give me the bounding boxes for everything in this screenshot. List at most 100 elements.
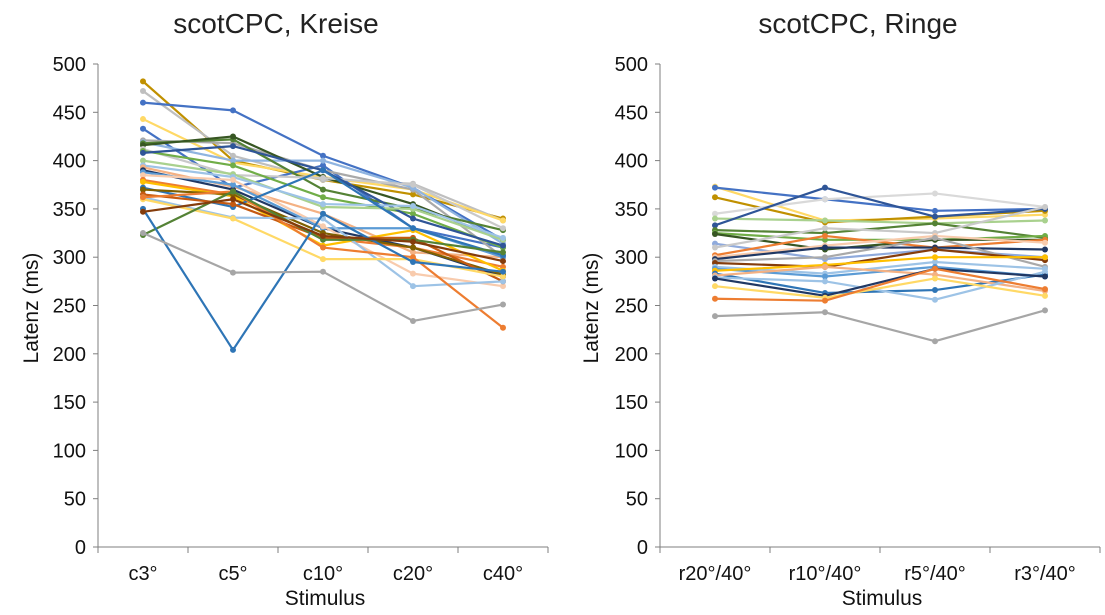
y-tick-label: 100: [615, 440, 648, 462]
y-tick-label: 350: [53, 199, 86, 221]
data-point: [932, 287, 938, 294]
y-tick-label: 400: [53, 151, 86, 173]
data-point: [230, 196, 236, 203]
data-point: [320, 201, 326, 208]
chart-panel-ringe: scotCPC, Ringe Latenz (ms) Stimulus 0 50 1…: [552, 0, 1104, 615]
y-tick-label: 150: [615, 392, 648, 414]
data-point: [410, 283, 416, 290]
data-point: [500, 278, 506, 285]
y-tick-label: 350: [615, 199, 648, 221]
data-point: [410, 215, 416, 222]
y-tick-label: 100: [53, 440, 86, 462]
data-point: [230, 107, 236, 114]
series-line: [713, 236, 1047, 268]
data-point: [500, 225, 506, 232]
data-point: [410, 203, 416, 210]
data-point: [822, 278, 828, 285]
data-point: [712, 222, 718, 229]
chart-title: scotCPC, Kreise: [173, 8, 379, 39]
data-point: [822, 273, 828, 280]
data-point: [1042, 273, 1048, 280]
y-tick-label: 450: [53, 102, 86, 124]
data-point: [230, 162, 236, 169]
data-point: [230, 201, 236, 208]
y-tick-label: 150: [53, 392, 86, 414]
series-25: [712, 265, 1048, 304]
data-point: [320, 186, 326, 193]
data-point: [932, 234, 938, 241]
y-tick-label: 0: [637, 537, 648, 559]
series-line: [713, 309, 1047, 343]
data-point: [712, 283, 718, 290]
series-6: [712, 184, 1048, 229]
series-30: [140, 196, 506, 265]
data-point: [410, 249, 416, 256]
series-line: [713, 256, 1047, 272]
data-point: [500, 268, 506, 275]
data-point: [822, 254, 828, 261]
data-point: [932, 296, 938, 303]
y-tick-label: 50: [64, 489, 86, 511]
y-tick-label: 250: [615, 296, 648, 318]
data-point: [500, 324, 506, 331]
series-line: [713, 265, 1047, 293]
data-point: [712, 244, 718, 251]
data-point: [932, 275, 938, 282]
data-point: [1042, 246, 1048, 253]
y-tick-label: 300: [615, 247, 648, 269]
x-axis-label: Stimulus: [284, 587, 366, 610]
data-point: [410, 238, 416, 245]
series-line: [713, 205, 1047, 249]
data-point: [320, 194, 326, 201]
x-tick-label: r10°/40°: [789, 563, 862, 585]
data-point: [932, 246, 938, 253]
x-axis-label: Stimulus: [841, 587, 923, 610]
data-point: [230, 346, 236, 353]
data-point: [1042, 254, 1048, 261]
data-point: [712, 215, 718, 222]
data-point: [410, 317, 416, 324]
series-line: [713, 277, 1047, 299]
data-point: [822, 184, 828, 191]
data-point: [932, 265, 938, 272]
data-point: [1042, 217, 1048, 224]
data-point: [1042, 292, 1048, 299]
series-line: [713, 222, 1047, 239]
y-tick-label: 200: [53, 344, 86, 366]
data-point: [500, 258, 506, 265]
data-point: [230, 188, 236, 195]
data-point: [712, 184, 718, 191]
data-point: [822, 309, 828, 316]
data-point: [140, 172, 146, 179]
data-point: [140, 99, 146, 106]
data-point: [822, 297, 828, 304]
series-line: [713, 267, 1047, 297]
data-point: [140, 78, 146, 85]
data-point: [320, 210, 326, 217]
y-tick-label: 300: [53, 247, 86, 269]
data-point: [320, 244, 326, 251]
data-point: [410, 225, 416, 232]
data-point: [932, 190, 938, 197]
y-tick-label: 500: [615, 54, 648, 76]
data-point: [230, 152, 236, 159]
data-point: [500, 217, 506, 224]
series-line: [713, 234, 1047, 259]
series-line: [713, 185, 1047, 222]
data-point: [140, 149, 146, 156]
x-tick-label: c20°: [393, 563, 433, 585]
x-tick-label: r3°/40°: [1014, 563, 1076, 585]
data-point: [932, 213, 938, 220]
data-point: [140, 116, 146, 123]
x-tick-label: r20°/40°: [679, 563, 752, 585]
data-point: [140, 186, 146, 193]
data-point: [500, 273, 506, 280]
series-26: [712, 307, 1048, 345]
data-point: [822, 263, 828, 270]
data-point: [410, 254, 416, 261]
data-point: [822, 217, 828, 224]
data-point: [932, 254, 938, 261]
series-line: [713, 186, 1047, 227]
data-point: [1042, 286, 1048, 293]
data-point: [712, 231, 718, 238]
